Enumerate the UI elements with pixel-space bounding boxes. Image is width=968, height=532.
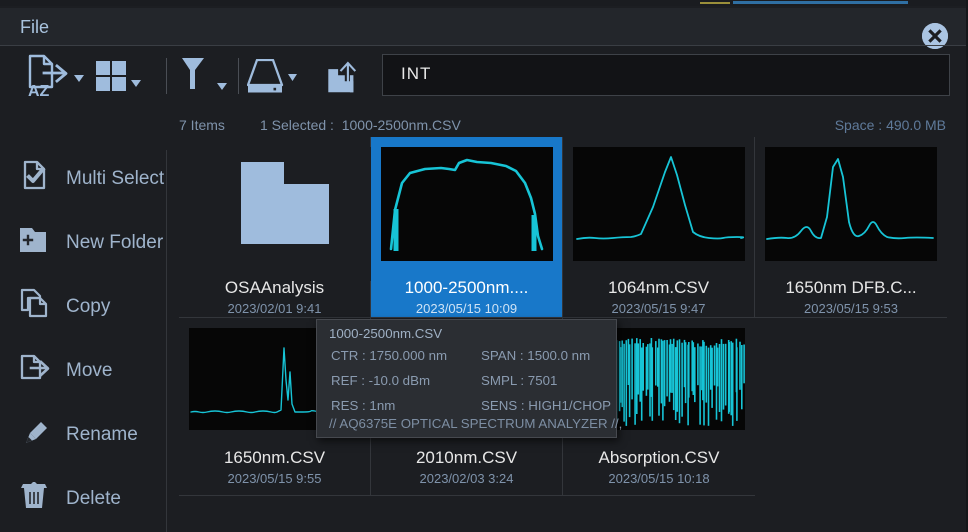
svg-text:AZ: AZ	[28, 83, 50, 99]
